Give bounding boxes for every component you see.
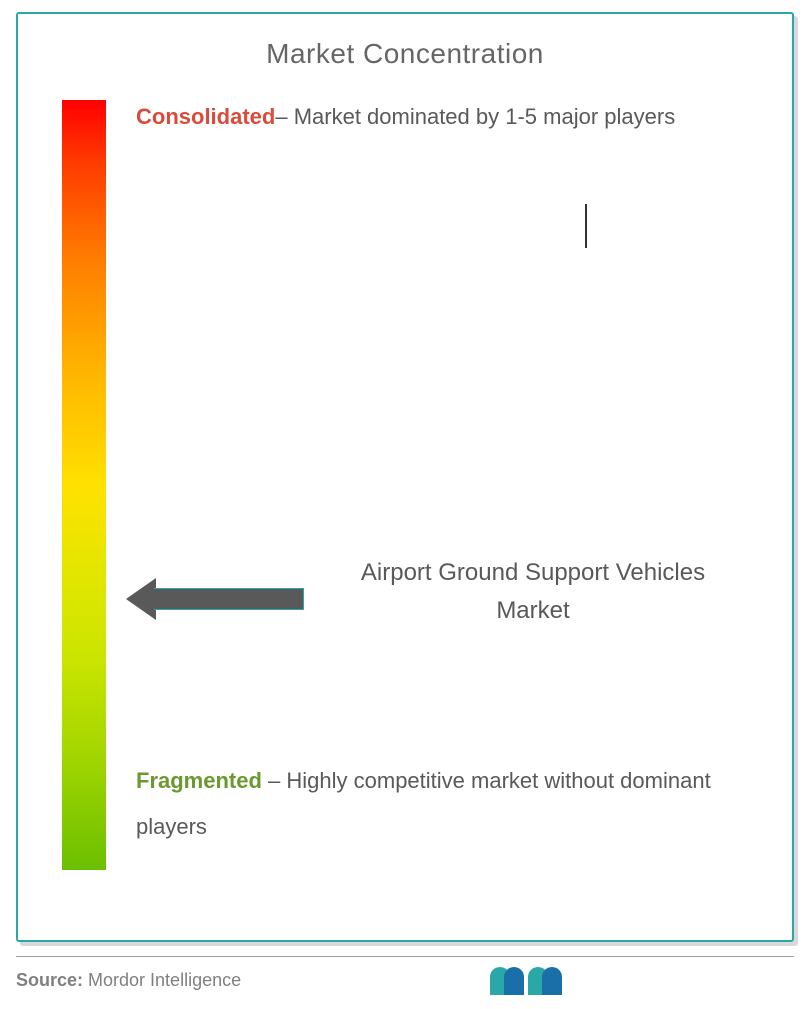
- footer: Source: Mordor Intelligence: [16, 956, 794, 996]
- consolidated-description: Consolidated– Market dominated by 1-5 ma…: [136, 94, 696, 140]
- market-name-label: Airport Ground Support Vehicles Market: [358, 554, 708, 631]
- source-value: Mordor Intelligence: [83, 970, 241, 990]
- fragmented-description: Fragmented – Highly competitive market w…: [136, 758, 756, 850]
- concentration-gradient-bar: [62, 100, 106, 870]
- source-line: Source: Mordor Intelligence: [16, 970, 241, 991]
- arrow-shaft: [154, 588, 304, 610]
- diagram-content: Consolidated– Market dominated by 1-5 ma…: [18, 78, 792, 898]
- arrow-head-icon: [126, 578, 156, 620]
- consolidated-label: Consolidated: [136, 104, 275, 129]
- source-label: Source:: [16, 970, 83, 990]
- title-area: Market Concentration: [18, 14, 792, 78]
- market-pointer-arrow: [126, 578, 306, 620]
- page-title: Market Concentration: [18, 38, 792, 70]
- concentration-card: Market Concentration Consolidated– Marke…: [16, 12, 794, 942]
- mordor-logo-icon: [490, 967, 564, 995]
- text-cursor-mark: [585, 204, 587, 248]
- consolidated-text: – Market dominated by 1-5 major players: [275, 104, 675, 129]
- fragmented-label: Fragmented: [136, 768, 262, 793]
